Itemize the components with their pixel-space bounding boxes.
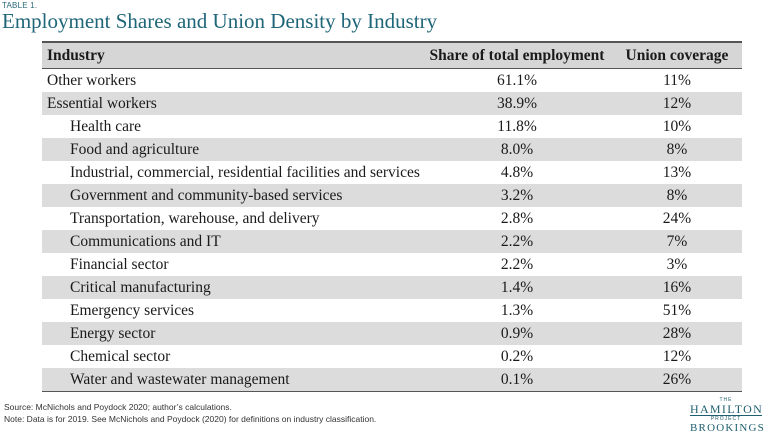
industry-cell: Industrial, commercial, residential faci… [70, 164, 420, 181]
union-cell: 10% [662, 118, 692, 135]
table-row: Financial sector 2.2% 3% [42, 253, 742, 276]
union-cell: 13% [662, 164, 692, 181]
column-header-share: Share of total employment [429, 47, 605, 64]
table-row: Emergency services 1.3% 51% [42, 299, 742, 322]
table-row: Food and agriculture 8.0% 8% [42, 138, 742, 161]
column-header-industry: Industry [47, 47, 105, 64]
table-row: Energy sector 0.9% 28% [42, 322, 742, 345]
data-note: Note: Data is for 2019. See McNichols an… [4, 414, 377, 424]
table-row: Critical manufacturing 1.4% 16% [42, 276, 742, 299]
share-cell: 4.8% [500, 164, 534, 181]
table-row: Communications and IT 2.2% 7% [42, 230, 742, 253]
table-header-row: Industry Share of total employment Union… [42, 42, 742, 69]
share-cell: 1.3% [500, 302, 534, 319]
logo-hamilton: HAMILTON [690, 402, 764, 416]
logo-project: PROJECT [710, 416, 742, 422]
share-cell: 3.2% [500, 187, 534, 204]
share-cell: 1.4% [500, 279, 534, 296]
table-row: Industrial, commercial, residential faci… [42, 161, 742, 184]
share-cell: 2.2% [500, 233, 534, 250]
table-row: Health care 11.8% 10% [42, 115, 742, 138]
union-cell: 3% [666, 256, 688, 273]
employment-table: Industry Share of total employment Union… [42, 41, 742, 392]
industry-cell: Government and community-based services [70, 187, 343, 204]
industry-cell: Critical manufacturing [70, 279, 211, 296]
table-row: Water and wastewater management 0.1% 26% [42, 368, 742, 392]
share-cell: 11.8% [497, 118, 537, 135]
industry-cell: Chemical sector [70, 348, 171, 365]
industry-cell: Food and agriculture [70, 141, 200, 158]
table-label: TABLE 1. [2, 1, 38, 10]
union-cell: 8% [666, 187, 688, 204]
table-row: Transportation, warehouse, and delivery 2… [42, 207, 742, 230]
page-title: Employment Shares and Union Density by I… [2, 9, 438, 33]
industry-cell: Essential workers [47, 95, 157, 112]
industry-cell: Financial sector [70, 256, 169, 273]
union-cell: 12% [662, 348, 692, 365]
industry-cell: Energy sector [70, 325, 156, 342]
industry-cell: Water and wastewater management [70, 371, 290, 388]
industry-cell: Other workers [47, 72, 137, 89]
union-cell: 26% [662, 371, 692, 388]
column-header-union: Union coverage [625, 47, 729, 64]
table-row: Essential workers 38.9% 12% [42, 92, 742, 115]
industry-cell: Transportation, warehouse, and delivery [70, 210, 320, 227]
table-row: Other workers 61.1% 11% [42, 69, 742, 93]
logo-the: THE [719, 397, 733, 403]
union-cell: 7% [666, 233, 688, 250]
union-cell: 12% [662, 95, 692, 112]
union-cell: 24% [662, 210, 692, 227]
union-cell: 28% [662, 325, 692, 342]
share-cell: 0.9% [500, 325, 534, 342]
union-cell: 51% [662, 302, 692, 319]
industry-cell: Emergency services [70, 302, 195, 319]
table-row: Chemical sector 0.2% 12% [42, 345, 742, 368]
hamilton-brookings-logo: THE HAMILTON PROJECT BROOKINGS [690, 397, 765, 435]
share-cell: 8.0% [500, 141, 534, 158]
industry-cell: Communications and IT [70, 233, 221, 250]
union-cell: 16% [662, 279, 692, 296]
union-cell: 11% [663, 72, 691, 89]
source-note: Source: McNichols and Poydock 2020; auth… [4, 402, 232, 412]
share-cell: 2.2% [500, 256, 534, 273]
share-cell: 0.2% [500, 348, 534, 365]
industry-cell: Health care [70, 118, 141, 135]
share-cell: 61.1% [496, 72, 538, 89]
share-cell: 2.8% [500, 210, 534, 227]
share-cell: 0.1% [500, 371, 534, 388]
share-cell: 38.9% [496, 95, 538, 112]
logo-brookings: BROOKINGS [690, 422, 765, 434]
union-cell: 8% [666, 141, 688, 158]
table-row: Government and community-based services 3… [42, 184, 742, 207]
